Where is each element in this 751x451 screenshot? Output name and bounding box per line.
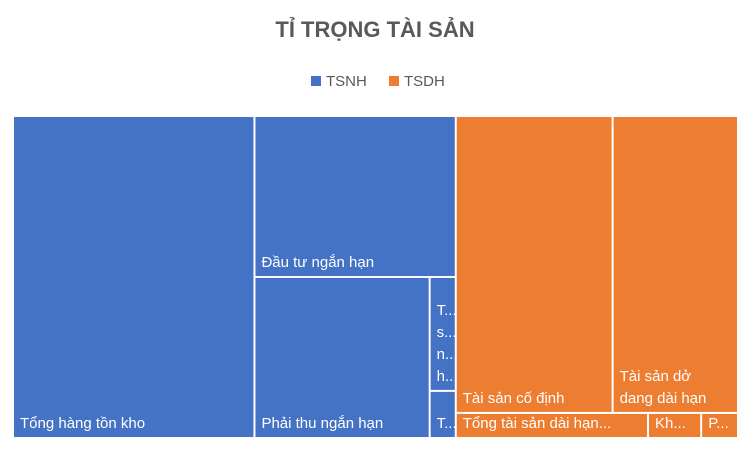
tile-label: Tổng hàng tồn kho — [20, 415, 145, 432]
treemap-tile — [255, 278, 429, 437]
tile-label: h... — [437, 368, 458, 385]
tile-label: Phải thu ngắn hạn — [261, 415, 383, 432]
treemap-tile — [255, 117, 455, 276]
treemap-tile — [430, 278, 455, 390]
treemap-tile — [14, 117, 254, 437]
legend-label: TSNH — [326, 73, 367, 90]
legend-label: TSDH — [404, 73, 445, 90]
treemap-tile — [456, 117, 612, 412]
treemap-tile — [430, 391, 455, 437]
chart-title: TỈ TRỌNG TÀI SẢN — [275, 17, 474, 42]
tile-label: Kh... — [655, 415, 686, 432]
treemap-tile — [702, 413, 737, 437]
treemap-tile — [613, 117, 737, 412]
legend-swatch — [389, 76, 399, 86]
tile-label: Tài sản cố định — [463, 390, 565, 407]
treemap-tile — [649, 413, 701, 437]
tile-label: Tài sản dở — [620, 368, 692, 385]
tile-label: Tổng tài sản dài hạn... — [463, 415, 611, 432]
tile-label: T... — [437, 302, 457, 319]
tile-label: dang dài hạn — [620, 390, 707, 407]
tile-label: s... — [437, 324, 457, 341]
tile-label: n... — [437, 346, 458, 363]
tile-label: P... — [708, 415, 729, 432]
tile-label: T... — [437, 415, 457, 432]
legend-swatch — [311, 76, 321, 86]
tile-label: Đầu tư ngắn hạn — [261, 254, 374, 271]
treemap-tile — [456, 413, 648, 437]
